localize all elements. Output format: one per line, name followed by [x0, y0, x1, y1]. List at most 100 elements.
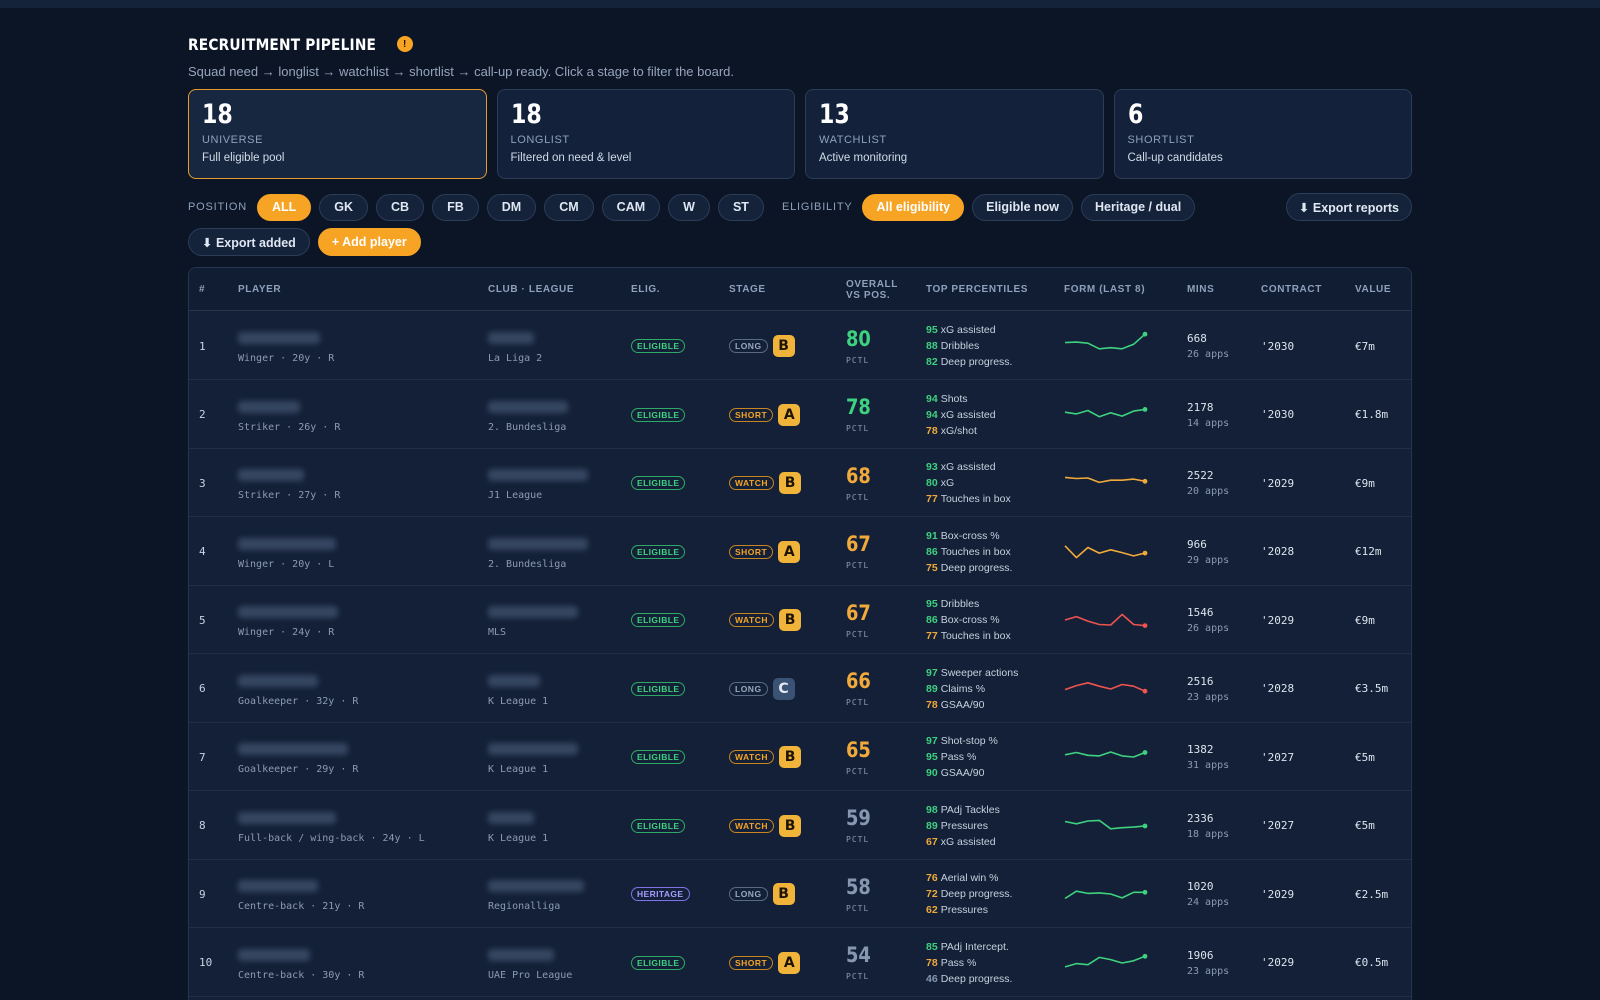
column-header-contract[interactable]: CONTRACT	[1261, 284, 1322, 295]
row-number: 9	[199, 887, 206, 901]
stage-card-longlist[interactable]: 18 LONGLIST Filtered on need & level	[496, 89, 795, 179]
position-pill-cm[interactable]: CM	[544, 193, 594, 221]
export-added-button[interactable]: ⬇ Export added	[188, 228, 310, 256]
table-row[interactable]: 8 Full-back / wing-back · 24y · L K Leag…	[189, 792, 1411, 860]
eligibility-pill-heritage[interactable]: Heritage / dual	[1081, 193, 1196, 221]
percentile-value: 88	[926, 340, 938, 352]
percentile-metric: xG assisted	[940, 408, 996, 421]
club-name-redacted	[488, 332, 534, 344]
eligibility-pill-eligible-now[interactable]: Eligible now	[972, 193, 1074, 221]
player-name-redacted[interactable]	[238, 400, 300, 413]
player-name-redacted[interactable]	[238, 811, 336, 824]
info-icon[interactable]: !	[396, 36, 413, 52]
position-pill-dm[interactable]: DM	[486, 193, 537, 221]
eligibility-filter-label: ELIGIBILITY	[781, 201, 853, 213]
position-pill-all[interactable]: ALL	[256, 193, 312, 221]
table-row[interactable]: 9 Centre-back · 21y · R Regionalliga HER…	[189, 860, 1411, 928]
player-meta: Striker · 26y · R	[238, 421, 341, 433]
position-pill-st[interactable]: ST	[717, 193, 764, 221]
table-row[interactable]: 1 Winger · 20y · R La Liga 2 ELIGIBLE LO…	[189, 312, 1411, 380]
market-value: €1.8m	[1355, 408, 1389, 421]
player-name-redacted[interactable]	[238, 674, 318, 687]
column-header-mins[interactable]: MINS	[1187, 284, 1215, 295]
percentile-item: 78 xG/shot	[926, 423, 996, 439]
player-name-redacted[interactable]	[238, 469, 304, 481]
sparkline-last-point	[1142, 823, 1148, 828]
appearances: 26 apps	[1187, 623, 1230, 634]
position-pill-fb[interactable]: FB	[432, 193, 479, 221]
sparkline-line	[1064, 955, 1146, 968]
grade-badge: B	[779, 814, 802, 837]
table-row[interactable]: 3 Striker · 27y · R J1 League ELIGIBLE W…	[189, 449, 1411, 517]
stage-badge[interactable]: SHORT	[729, 544, 774, 559]
column-header-club[interactable]: CLUB · LEAGUE	[488, 284, 575, 295]
position-pill-w[interactable]: W	[668, 193, 710, 221]
position-pill-gk[interactable]: GK	[319, 193, 369, 221]
table-row[interactable]: 7 Goalkeeper · 29y · R K League 1 ELIGIB…	[189, 723, 1411, 791]
position-pill-cam[interactable]: CAM	[601, 193, 661, 221]
stage-card-universe[interactable]: 18 UNIVERSE Full eligible pool	[188, 89, 487, 179]
form-sparkline	[1064, 889, 1148, 900]
row-number: 10	[199, 956, 213, 969]
column-header-num[interactable]: #	[199, 284, 206, 295]
percentile-item: 95 xG assisted	[926, 322, 1012, 338]
overall-score: 65	[846, 737, 871, 762]
players-table: # PLAYER CLUB · LEAGUE ELIG. STAGE OVERA…	[188, 267, 1412, 1000]
stage-badge[interactable]: WATCH	[729, 476, 775, 490]
stage-badge[interactable]: SHORT	[729, 407, 774, 422]
column-header-overall[interactable]: OVERALL VS POS.	[846, 268, 898, 311]
table-row[interactable]: 2 Striker · 26y · R 2. Bundesliga ELIGIB…	[189, 381, 1411, 449]
sparkline-last-point	[1142, 688, 1148, 694]
player-name-redacted[interactable]	[238, 332, 320, 344]
market-value: €0.5m	[1355, 956, 1389, 969]
percentile-item: 77 Touches in box	[926, 491, 1011, 507]
minutes-played: 668	[1187, 332, 1207, 345]
stage-badge[interactable]: LONG	[729, 681, 768, 696]
stage-badge[interactable]: LONG	[729, 339, 768, 353]
table-row[interactable]: 5 Winger · 24y · R MLS ELIGIBLE WATCH B …	[189, 586, 1411, 654]
stage-badge[interactable]: WATCH	[729, 818, 775, 833]
column-header-eligibility[interactable]: ELIG.	[631, 284, 661, 295]
player-name-redacted[interactable]	[238, 880, 318, 892]
stage-label: WATCHLIST	[819, 134, 887, 146]
league-name: K League 1	[488, 695, 549, 707]
stage-card-shortlist[interactable]: 6 SHORTLIST Call-up candidates	[1113, 89, 1412, 179]
column-header-value[interactable]: VALUE	[1355, 284, 1392, 295]
export-reports-button[interactable]: ⬇ Export reports	[1285, 193, 1412, 221]
stage-badge[interactable]: SHORT	[729, 955, 774, 970]
overall-score: 68	[846, 463, 871, 488]
column-header-player[interactable]: PLAYER	[238, 284, 282, 295]
position-pill-cb[interactable]: CB	[376, 193, 425, 221]
contract-expiry: '2030	[1261, 339, 1295, 353]
column-header-stage[interactable]: STAGE	[729, 284, 766, 295]
minutes-played: 966	[1187, 537, 1207, 551]
contract-expiry: '2027	[1261, 750, 1295, 764]
percentile-item: 82 Deep progress.	[926, 354, 1012, 370]
stage-badge[interactable]: LONG	[729, 887, 768, 901]
percentile-value: 76	[926, 872, 938, 884]
add-player-button[interactable]: + Add player	[317, 228, 421, 256]
overall-score: 58	[846, 874, 871, 899]
form-sparkline	[1064, 750, 1148, 758]
player-name-redacted[interactable]	[238, 537, 336, 550]
club-name-redacted	[488, 400, 568, 413]
column-header-form[interactable]: FORM (LAST 8)	[1064, 284, 1146, 295]
stage-badge[interactable]: WATCH	[729, 750, 775, 764]
eligibility-pill-all[interactable]: All eligibility	[862, 193, 965, 221]
league-name: La Liga 2	[488, 353, 543, 364]
player-name-redacted[interactable]	[238, 606, 338, 618]
player-name-redacted[interactable]	[238, 948, 310, 961]
column-header-percentiles[interactable]: TOP PERCENTILES	[926, 284, 1028, 295]
percentile-item: 85 PAdj Intercept.	[926, 939, 1012, 955]
table-row[interactable]: 10 Centre-back · 30y · R UAE Pro League …	[189, 929, 1411, 997]
appearances: 23 apps	[1187, 965, 1230, 977]
stage-badge[interactable]: WATCH	[729, 613, 775, 627]
stage-description: Active monitoring	[819, 152, 908, 164]
stage-card-watchlist[interactable]: 13 WATCHLIST Active monitoring	[805, 89, 1104, 179]
player-name-redacted[interactable]	[238, 743, 348, 755]
league-name: 2. Bundesliga	[488, 421, 567, 433]
grade-badge: B	[772, 335, 795, 357]
market-value: €3.5m	[1355, 682, 1389, 695]
table-row[interactable]: 6 Goalkeeper · 32y · R K League 1 ELIGIB…	[189, 655, 1411, 723]
table-row[interactable]: 4 Winger · 20y · L 2. Bundesliga ELIGIBL…	[189, 518, 1411, 586]
